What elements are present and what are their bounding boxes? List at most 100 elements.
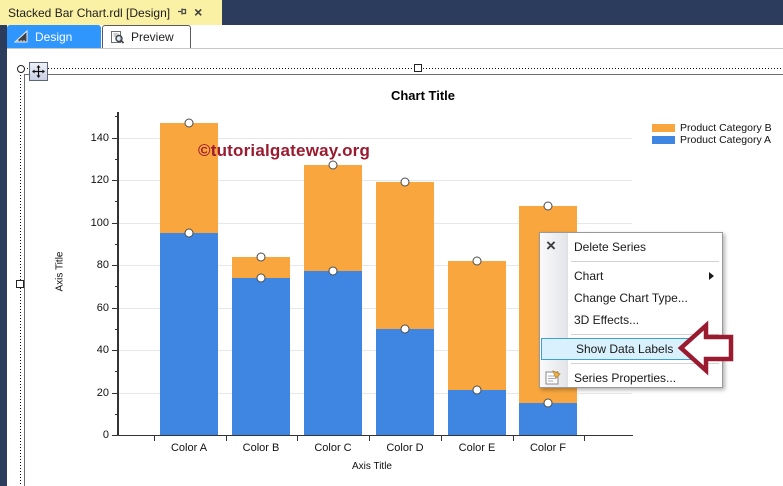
y-major-tick: [112, 137, 118, 139]
bar-segment-product-category-a[interactable]: [448, 390, 506, 435]
x-axis-line: [117, 434, 633, 436]
x-category-label: Color C: [314, 442, 352, 454]
tab-preview-label: Preview: [131, 30, 174, 44]
bar-segment-product-category-b[interactable]: [448, 260, 506, 391]
x-axis-title: Axis Title: [351, 461, 392, 472]
move-chart-button[interactable]: [29, 62, 48, 81]
menu-item-change-chart-type[interactable]: Change Chart Type...: [540, 287, 722, 309]
y-tick-label: 100: [90, 216, 109, 229]
legend-label: Product Category A: [680, 133, 772, 146]
menu-item-show-data-labels[interactable]: Show Data Labels: [541, 338, 721, 360]
preview-magnifier-icon: [110, 30, 125, 44]
data-point-marker[interactable]: [328, 160, 338, 170]
data-point-marker[interactable]: [472, 256, 482, 266]
menu-item-label: 3D Effects...: [574, 313, 640, 327]
x-tick: [297, 436, 298, 441]
data-point-marker[interactable]: [184, 118, 194, 128]
bar-segment-product-category-a[interactable]: [376, 328, 434, 435]
data-point-marker[interactable]: [543, 398, 553, 408]
menu-item-chart[interactable]: Chart: [540, 265, 722, 287]
y-tick-label: 80: [96, 259, 109, 271]
chart-object-border-left: [24, 74, 25, 486]
legend-swatch: [652, 135, 675, 144]
data-point-marker[interactable]: [472, 385, 482, 395]
data-point-marker[interactable]: [543, 201, 553, 210]
bar-segment-product-category-a[interactable]: [160, 233, 218, 435]
window-left-edge: [0, 25, 7, 486]
tab-preview[interactable]: Preview: [102, 25, 191, 48]
menu-separator: [571, 363, 719, 364]
menu-item-delete-series[interactable]: Delete Series ×: [540, 236, 722, 258]
x-tick: [154, 436, 155, 441]
y-tick-label: 60: [96, 301, 109, 314]
data-point-marker[interactable]: [184, 228, 194, 238]
y-minor-tick: [115, 158, 118, 160]
bar-segment-product-category-b[interactable]: [232, 256, 290, 278]
menu-item-label: Chart: [574, 269, 604, 283]
x-tick: [369, 436, 370, 441]
menu-separator: [571, 334, 719, 335]
bar-segment-product-category-b[interactable]: [304, 165, 362, 272]
y-major-tick: [112, 222, 118, 224]
x-category-label: Color A: [170, 442, 208, 454]
watermark-text: ©tutorialgateway.org: [198, 141, 371, 160]
legend-swatch: [652, 124, 675, 132]
x-category-label: Color B: [242, 442, 280, 454]
gridline: [118, 222, 632, 224]
move-cross-icon: [32, 65, 45, 78]
legend-label: Product Category B: [680, 122, 772, 134]
context-menu: Delete Series × Chart Change Chart Type... 3…: [539, 232, 723, 388]
properties-icon: [545, 370, 561, 386]
y-tick-label: 120: [90, 174, 109, 186]
x-category-label: Color E: [458, 442, 496, 454]
y-minor-tick: [115, 328, 118, 330]
resize-handle-top-left[interactable]: [17, 65, 25, 73]
y-minor-tick: [115, 116, 118, 118]
data-point-marker[interactable]: [400, 177, 410, 187]
y-major-tick: [112, 350, 118, 351]
tab-design-label: Design: [35, 29, 73, 44]
data-point-marker[interactable]: [256, 252, 266, 261]
gridline: [118, 350, 632, 351]
gridline: [118, 307, 632, 309]
menu-item-label: Series Properties...: [574, 371, 677, 385]
selection-border-top: [21, 68, 783, 69]
gridline: [118, 392, 632, 394]
chart-title: Chart Title: [390, 88, 456, 103]
x-category-label: Color D: [386, 442, 424, 454]
menu-icon-column: [540, 233, 568, 387]
y-major-tick: [112, 180, 118, 181]
submenu-arrow-icon: [709, 272, 714, 280]
bar-segment-product-category-b[interactable]: [160, 122, 218, 234]
bar-segment-product-category-a[interactable]: [304, 271, 362, 435]
resize-handle-left-middle[interactable]: [16, 280, 24, 288]
bar-segment-product-category-b[interactable]: [376, 182, 434, 329]
data-point-marker[interactable]: [256, 273, 266, 283]
y-minor-tick: [115, 286, 118, 288]
bar-segment-product-category-a[interactable]: [519, 403, 577, 435]
menu-item-series-properties[interactable]: Series Properties...: [540, 367, 722, 389]
data-point-marker[interactable]: [328, 266, 338, 276]
x-category-label: Color F: [529, 442, 567, 454]
y-major-tick: [112, 265, 118, 266]
gridline: [118, 137, 632, 139]
y-minor-tick: [115, 413, 118, 415]
selection-border-left: [20, 69, 21, 486]
document-tab-title: Stacked Bar Chart.rdl [Design]: [8, 5, 171, 20]
document-tab[interactable]: Stacked Bar Chart.rdl [Design] ×: [0, 0, 222, 25]
data-point-marker[interactable]: [400, 324, 410, 334]
resize-handle-top-center[interactable]: [414, 64, 422, 72]
menu-item-3d-effects[interactable]: 3D Effects...: [540, 309, 722, 331]
pin-icon[interactable]: [177, 4, 188, 22]
y-tick-label: 140: [90, 131, 109, 144]
y-tick-label: 0: [102, 429, 109, 441]
menu-item-label: Delete Series: [574, 240, 647, 254]
design-ruler-icon: [14, 30, 29, 43]
close-icon[interactable]: ×: [194, 4, 203, 20]
y-minor-tick: [115, 201, 118, 203]
menu-item-label: Change Chart Type...: [574, 291, 688, 305]
gridline: [118, 180, 632, 181]
tab-design[interactable]: Design: [7, 25, 101, 48]
bar-segment-product-category-a[interactable]: [232, 277, 290, 435]
